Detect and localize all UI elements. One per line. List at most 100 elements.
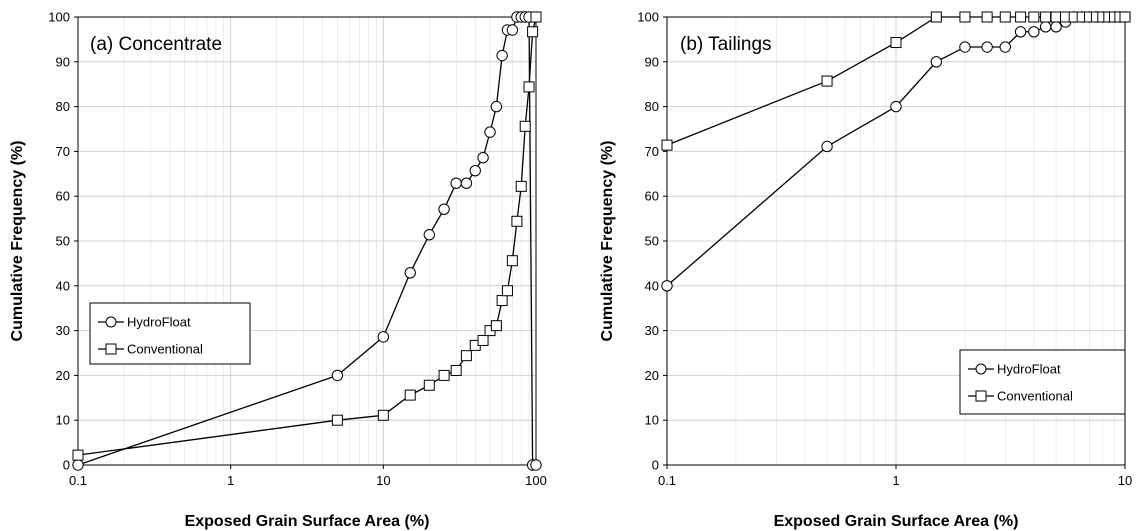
gridlines [77,16,537,466]
data-point-conventional [1040,11,1052,23]
x-tick-label: 1 [227,473,234,488]
data-point-hydrofloat [1050,21,1062,33]
data-point-hydrofloat [530,459,542,471]
y-tick-label: 100 [637,10,659,25]
data-point-hydrofloat [404,267,416,279]
x-tick-label: 1 [892,473,899,488]
data-point-conventional [490,320,502,332]
y-tick-label: 90 [56,54,70,69]
y-tick-label: 40 [645,278,659,293]
data-point-hydrofloat [469,164,481,177]
legend-label: HydroFloat [997,362,1061,377]
data-point-hydrofloat [661,280,673,292]
y-tick-label: 10 [56,413,70,428]
data-point-conventional [1119,11,1131,23]
data-point-hydrofloat [890,100,902,113]
legend-box [89,302,251,365]
data-point-hydrofloat [506,24,519,36]
data-point-conventional [423,379,435,391]
y-tick-label: 60 [645,189,659,204]
legend-marker-circle [105,316,117,328]
data-point-conventional [1028,11,1040,23]
x-tick-label: 10 [1118,473,1132,488]
data-point-conventional [1050,11,1062,23]
data-point-hydrofloat [981,41,993,53]
y-tick-label: 80 [645,99,659,114]
data-point-hydrofloat [331,369,344,382]
y-tick-label: 90 [645,54,659,69]
legend-label: Conventional [997,389,1073,404]
data-point-hydrofloat [460,177,473,189]
data-point-hydrofloat [490,100,503,113]
x-axis-title: Exposed Grain Surface Area (%) [185,513,430,530]
y-tick-label: 30 [56,323,70,338]
legend-label: HydroFloat [127,315,191,330]
data-point-conventional [506,255,518,267]
data-point-hydrofloat [72,459,84,471]
data-point-conventional [331,414,343,426]
data-point-hydrofloat [1039,21,1052,33]
panel-title: (a) Concentrate [90,34,222,55]
data-point-conventional [501,285,513,297]
data-point-conventional [527,26,539,38]
y-tick-label: 0 [63,458,70,473]
data-point-hydrofloat [423,229,435,241]
data-point-hydrofloat [930,56,943,68]
y-tick-label: 70 [645,144,659,159]
data-point-conventional [515,180,527,192]
data-point-conventional [511,215,523,227]
data-point-conventional [959,11,971,23]
data-point-hydrofloat [484,126,496,138]
data-point-hydrofloat [959,41,971,53]
chart-panel-2: 0 10 20 30 40 50 60 70 80 90 100 0.1 1 10 (b) Tailings… [599,10,1132,531]
data-point-conventional [1015,11,1027,23]
data-point-hydrofloat [1014,26,1027,38]
data-point-conventional [72,449,84,461]
data-point-conventional [890,37,902,49]
y-tick-label: 40 [56,278,70,293]
data-point-hydrofloat [1028,26,1040,38]
y-tick-label: 0 [652,458,659,473]
data-point-hydrofloat [477,151,489,164]
data-point-conventional [999,11,1011,23]
data-point-conventional [377,409,389,421]
legend-label: Conventional [127,342,203,357]
panel-title: (b) Tailings [680,34,772,55]
y-tick-label: 60 [56,189,70,204]
data-point-conventional [530,11,542,23]
y-tick-label: 50 [56,234,70,249]
data-point-conventional [519,120,531,132]
series-hydrofloat [72,11,542,471]
data-point-conventional [460,350,472,362]
chart-panel-1: 0 10 20 30 40 50 60 70 80 90 100 0.1 1 10 100 (a) Conce… [9,10,547,531]
y-tick-label: 20 [645,368,659,383]
data-point-conventional [981,11,993,23]
series-conventional [72,11,542,461]
data-point-conventional [661,139,673,151]
legend-box [959,349,1126,415]
y-axis-title: Cumulative Frequency (%) [9,141,26,342]
y-tick-label: 80 [56,99,70,114]
legend-marker-square [975,390,987,402]
data-point-hydrofloat [821,140,833,153]
data-point-hydrofloat [450,177,462,189]
x-tick-label: 100 [525,473,547,488]
data-point-conventional [404,389,416,401]
data-point-conventional [450,364,462,376]
legend-marker-circle [975,363,987,375]
data-point-conventional [523,81,535,93]
data-point-hydrofloat [438,203,450,215]
x-tick-label: 10 [376,473,390,488]
y-tick-label: 10 [645,413,659,428]
series-conventional [661,11,1131,151]
y-tick-label: 30 [645,323,659,338]
y-tick-label: 50 [645,234,659,249]
data-point-hydrofloat [999,41,1011,53]
data-point-conventional [438,369,450,381]
data-point-conventional [821,75,833,87]
y-axis-title: Cumulative Frequency (%) [599,141,616,342]
data-point-conventional [930,11,942,23]
legend-marker-square [105,343,117,355]
x-tick-label: 0.1 [69,473,87,488]
